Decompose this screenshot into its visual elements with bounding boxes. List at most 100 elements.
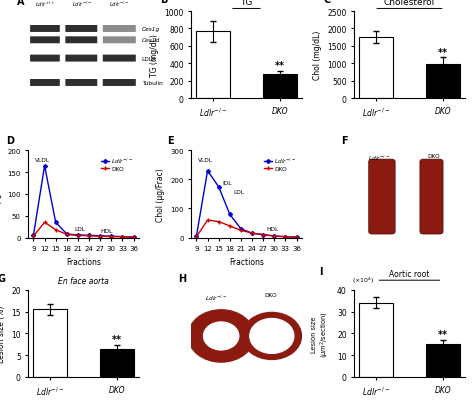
Text: Aortic root: Aortic root <box>389 269 429 278</box>
Text: E: E <box>167 136 174 146</box>
Text: DKO: DKO <box>264 293 277 298</box>
X-axis label: Fractions: Fractions <box>229 257 264 266</box>
FancyBboxPatch shape <box>103 55 136 63</box>
DKO <box>131 235 137 240</box>
DKO <box>42 220 47 225</box>
DKO <box>31 234 36 239</box>
$Ldlr^{-/-}$ <box>64 232 70 237</box>
Text: Cholesterol: Cholesterol <box>384 0 435 7</box>
DKO <box>238 228 244 233</box>
Text: H: H <box>178 273 186 284</box>
Line: DKO: DKO <box>31 221 136 239</box>
$Ldlr^{-/-}$ <box>283 235 288 239</box>
Bar <box>359 303 393 377</box>
DKO <box>216 220 221 225</box>
$Ldlr^{-/-}$ <box>131 235 137 240</box>
Text: $Ces1^{+/+}$
$Ldlr^{+/+}$: $Ces1^{+/+}$ $Ldlr^{+/+}$ <box>34 0 57 9</box>
DKO <box>283 235 288 239</box>
Text: **: ** <box>112 335 122 344</box>
Y-axis label: TG (mg/dL): TG (mg/dL) <box>150 34 159 77</box>
Text: VLDL: VLDL <box>35 158 50 163</box>
FancyBboxPatch shape <box>65 80 97 87</box>
Text: **: ** <box>438 329 448 339</box>
Y-axis label: Lesion size (%): Lesion size (%) <box>0 305 6 362</box>
Line: $Ldlr^{-/-}$: $Ldlr^{-/-}$ <box>195 170 298 239</box>
Text: IDL: IDL <box>222 180 232 185</box>
FancyBboxPatch shape <box>103 80 136 87</box>
$Ldlr^{-/-}$ <box>193 234 199 239</box>
Legend: $Ldlr^{-/-}$, DKO: $Ldlr^{-/-}$, DKO <box>261 154 299 174</box>
FancyBboxPatch shape <box>65 26 97 33</box>
Text: G: G <box>0 273 6 284</box>
Bar <box>196 32 230 99</box>
DKO <box>86 234 92 239</box>
Bar <box>263 75 297 99</box>
Circle shape <box>242 313 301 360</box>
Circle shape <box>203 322 239 350</box>
$Ldlr^{-/-}$ <box>109 234 114 239</box>
DKO <box>109 235 114 239</box>
FancyBboxPatch shape <box>103 37 136 44</box>
Text: HDL: HDL <box>100 229 112 234</box>
Bar <box>34 310 67 377</box>
Y-axis label: Chol (mg/dL): Chol (mg/dL) <box>313 31 322 80</box>
$Ldlr^{-/-}$ <box>227 213 233 217</box>
$Ldlr^{-/-}$ <box>249 231 255 236</box>
$Ldlr^{-/-}$ <box>42 164 47 169</box>
Text: HDL: HDL <box>267 227 279 232</box>
FancyBboxPatch shape <box>30 80 60 87</box>
Text: LDL: LDL <box>74 226 85 231</box>
FancyBboxPatch shape <box>30 55 60 63</box>
Text: $Ces1^{+/+}$
$Ldlr^{-/-}$: $Ces1^{+/+}$ $Ldlr^{-/-}$ <box>71 0 93 9</box>
Circle shape <box>188 310 254 362</box>
DKO <box>227 224 233 229</box>
Text: VLDL: VLDL <box>198 157 213 162</box>
Text: 1mm: 1mm <box>255 366 269 371</box>
FancyBboxPatch shape <box>103 26 136 33</box>
Text: LDL: LDL <box>234 189 245 194</box>
DKO <box>249 231 255 236</box>
Text: $Ldlr^{-/-}$: $Ldlr^{-/-}$ <box>205 293 227 302</box>
Text: A: A <box>18 0 25 7</box>
Bar <box>426 65 459 99</box>
Bar <box>426 344 459 377</box>
FancyBboxPatch shape <box>420 160 443 235</box>
$Ldlr^{-/-}$ <box>238 227 244 232</box>
DKO <box>205 218 210 223</box>
$Ldlr^{-/-}$ <box>119 235 125 239</box>
DKO <box>53 228 58 233</box>
$Ldlr^{-/-}$ <box>260 233 266 237</box>
Text: B: B <box>161 0 168 5</box>
DKO <box>97 234 103 239</box>
Text: $Ldlr^{-/-}$: $Ldlr^{-/-}$ <box>368 154 390 163</box>
$Ldlr^{-/-}$ <box>31 233 36 238</box>
Text: TG: TG <box>240 0 253 7</box>
Circle shape <box>250 319 294 354</box>
Text: 1mm: 1mm <box>200 366 214 371</box>
Bar <box>359 38 393 99</box>
FancyBboxPatch shape <box>65 55 97 63</box>
FancyBboxPatch shape <box>369 160 395 235</box>
Text: $Ces1^{-/-}$
$Ldlr^{-/-}$: $Ces1^{-/-}$ $Ldlr^{-/-}$ <box>108 0 131 9</box>
Line: $Ldlr^{-/-}$: $Ldlr^{-/-}$ <box>32 165 135 239</box>
Text: En face aorta: En face aorta <box>58 276 109 285</box>
Bar <box>100 349 134 377</box>
Text: LDLR: LDLR <box>142 57 157 61</box>
Text: Ces1d: Ces1d <box>142 38 160 43</box>
Text: C: C <box>324 0 331 5</box>
DKO <box>64 233 70 237</box>
Text: **: ** <box>438 47 448 57</box>
X-axis label: Fractions: Fractions <box>66 257 101 266</box>
Y-axis label: Chol (μg/Frac): Chol (μg/Frac) <box>156 168 165 221</box>
DKO <box>260 233 266 237</box>
Y-axis label: Lesion size
($\mu m^2$/section): Lesion size ($\mu m^2$/section) <box>311 310 331 357</box>
Text: D: D <box>7 136 14 146</box>
$Ldlr^{-/-}$ <box>86 233 92 238</box>
$Ldlr^{-/-}$ <box>97 234 103 239</box>
Text: $(\times 10^4)$: $(\times 10^4)$ <box>352 275 374 286</box>
Text: F: F <box>341 136 348 146</box>
DKO <box>272 234 277 239</box>
Text: **: ** <box>275 61 285 71</box>
$Ldlr^{-/-}$ <box>53 220 58 225</box>
DKO <box>119 235 125 239</box>
